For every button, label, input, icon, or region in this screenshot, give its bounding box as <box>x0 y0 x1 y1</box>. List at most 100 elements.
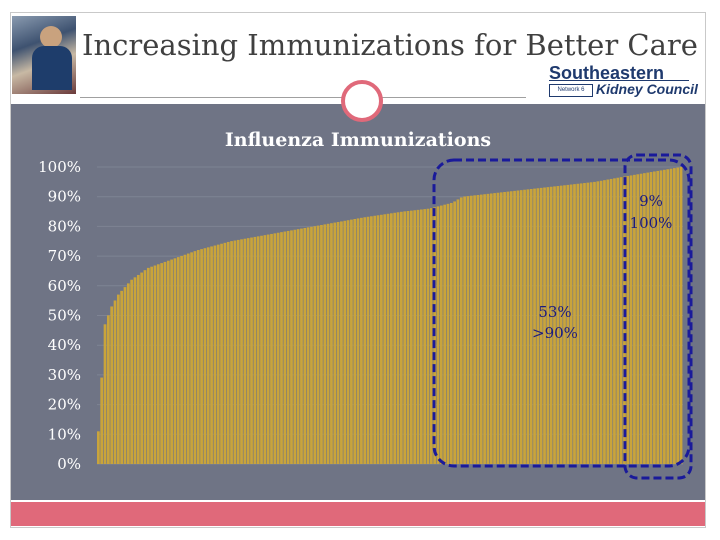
chart-bar <box>466 196 470 465</box>
chart-bar <box>636 174 640 464</box>
chart-bar <box>443 204 447 464</box>
chart-bar <box>240 239 243 464</box>
chart-bar <box>306 227 310 464</box>
chart-bar <box>160 263 163 464</box>
chart-bar <box>613 178 616 464</box>
y-tick-label: 40% <box>48 336 81 354</box>
chart-bar <box>526 189 530 464</box>
chart-bar <box>253 236 257 464</box>
chart-bar <box>549 186 553 465</box>
chart-bar <box>539 187 543 465</box>
chart-bar <box>639 173 643 464</box>
chart-bar <box>599 180 603 464</box>
chart-bar <box>173 258 177 464</box>
chart-bar <box>100 377 104 464</box>
chart-bar <box>606 179 610 464</box>
chart-bar <box>366 216 370 464</box>
chart-bar <box>556 186 560 464</box>
chart-bar <box>97 431 100 464</box>
chart-bar <box>483 194 486 464</box>
chart-bar <box>346 220 350 464</box>
chart-bar <box>300 228 303 464</box>
chart-bar <box>509 191 513 464</box>
chart-bar <box>479 194 483 464</box>
chart-bar <box>406 210 410 464</box>
chart-bar <box>220 243 223 464</box>
logo-text-southeastern: Southeastern <box>549 63 665 83</box>
chart-bar <box>429 208 433 464</box>
chart-bar <box>546 187 550 464</box>
chart-bar <box>163 261 167 464</box>
chart-bar <box>486 193 490 465</box>
chart-bar <box>553 186 556 464</box>
chart-bar <box>303 227 307 464</box>
chart-bar <box>176 257 180 464</box>
chart-bar <box>569 184 573 465</box>
chart-bar <box>273 233 277 464</box>
y-tick-label: 70% <box>48 247 81 265</box>
chart-bar <box>469 195 473 464</box>
chart-bar <box>110 306 114 464</box>
chart-bar <box>113 300 117 464</box>
chart-bar <box>559 185 563 465</box>
y-tick-label: 100% <box>38 158 81 176</box>
chart-bar <box>426 208 430 464</box>
chart-bar <box>336 221 340 464</box>
chart-bar <box>676 167 680 464</box>
chart-bar <box>246 238 250 464</box>
title-divider-left <box>80 97 342 98</box>
chart-bar <box>529 188 533 465</box>
chart-bar <box>243 238 247 464</box>
chart-bar <box>373 215 377 464</box>
highlight-box-100 <box>623 153 693 480</box>
y-tick-label: 20% <box>48 396 81 414</box>
chart-bar <box>180 255 183 464</box>
slide-title: Increasing Immunizations for Better Care <box>82 28 698 62</box>
chart-bar <box>330 223 333 464</box>
chart-bar <box>130 279 134 464</box>
chart-bar <box>143 270 147 464</box>
chart-bar <box>333 222 337 464</box>
chart-bar <box>543 187 546 464</box>
annotation-label-53-pct: 53% <box>538 303 571 321</box>
y-tick-label: 60% <box>48 277 81 295</box>
chart-bar <box>166 260 170 464</box>
chart-bar <box>233 240 237 464</box>
chart-bar <box>283 231 287 464</box>
title-divider-right <box>380 97 526 98</box>
chart-bar <box>583 183 586 464</box>
chart-bar <box>573 184 576 464</box>
chart-bar <box>133 277 137 464</box>
chart-bar <box>616 177 620 465</box>
chart-bar <box>193 251 197 464</box>
chart-bar <box>266 234 270 464</box>
chart-bar <box>340 221 343 464</box>
chart-bar <box>653 171 656 464</box>
logo-network-badge: Network 6 <box>549 84 593 97</box>
highlight-box-over-90 <box>432 158 691 468</box>
chart-bar <box>360 217 363 464</box>
chart-bar <box>256 236 260 464</box>
chart-title: Influenza Immunizations <box>225 129 491 151</box>
chart-bar <box>523 189 526 464</box>
chart-bar <box>323 224 327 464</box>
chart-bar <box>563 185 566 464</box>
chart-bar <box>493 193 496 464</box>
chart-bar <box>126 283 130 464</box>
chart-bar <box>203 248 207 464</box>
chart-bar <box>223 242 227 464</box>
chart-bar <box>679 167 683 464</box>
chart-bar <box>629 175 633 464</box>
chart-bar <box>649 172 653 464</box>
chart-bar <box>390 213 393 464</box>
chart-bar <box>519 190 523 464</box>
chart-bar <box>596 181 600 464</box>
chart-bar <box>513 190 516 464</box>
chart-bar <box>633 174 636 464</box>
chart-bar <box>673 168 676 464</box>
chart-bar <box>436 206 440 465</box>
chart-bar <box>156 264 160 464</box>
chart-bar <box>363 217 367 464</box>
chart-bar <box>589 182 593 464</box>
